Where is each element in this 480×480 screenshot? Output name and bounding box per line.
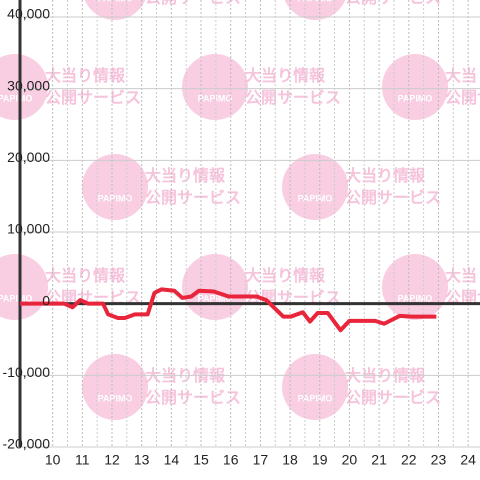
x-tick-label: 16 — [223, 452, 239, 468]
watermark-logo-text: PAPIMO — [198, 293, 233, 303]
watermark-text: 大当り情報 — [345, 166, 426, 185]
line — [20, 287, 437, 333]
watermark-text: 公開サービス — [445, 89, 480, 107]
x-tick-label: 13 — [134, 452, 150, 468]
watermark-text: 大当り情報 — [145, 166, 226, 185]
watermark-text: 公開サービス — [45, 89, 141, 107]
x-tick-label: 24 — [460, 452, 476, 468]
x-tick-label: 17 — [253, 452, 269, 468]
watermark-logo-text: PAPIMO — [298, 393, 333, 403]
watermark-logo — [0, 254, 48, 320]
x-tick-label: 20 — [342, 452, 358, 468]
x-tick-label: 11 — [75, 452, 90, 468]
watermark-text: 公開サービス — [145, 389, 241, 407]
watermark-text: 大当り情報 — [445, 266, 480, 285]
watermark-text: 公開サービス — [145, 0, 241, 7]
y-tick-label: 30,000 — [7, 77, 50, 93]
x-tick-label: 23 — [431, 452, 447, 468]
x-tick-label: 21 — [371, 452, 387, 468]
x-tick-label: 15 — [193, 452, 209, 468]
x-tick-label: 12 — [104, 452, 120, 468]
watermark-logo-text: PAPIMO — [298, 0, 333, 3]
watermark-logo-text: PAPIMO — [398, 293, 433, 303]
watermark-logo-text: PAPIMO — [98, 193, 133, 203]
x-tick-label: 10 — [45, 452, 61, 468]
watermark-logo — [282, 154, 348, 220]
watermark-logo — [84, 0, 146, 20]
y-tick-label: 10,000 — [7, 221, 50, 237]
watermark-text: 大当り情報 — [245, 66, 326, 85]
watermark-logo — [382, 54, 448, 120]
watermark-logo-text: PAPIMO — [198, 93, 233, 103]
watermark-logo — [0, 54, 48, 120]
y-tick-label: -20,000 — [3, 436, 51, 452]
watermark-text: 公開サービス — [345, 0, 441, 7]
y-tick-label: -10,000 — [3, 364, 51, 380]
watermark-text: 公開サービス — [345, 389, 441, 407]
watermark-text: 大当り情報 — [45, 266, 126, 285]
x-tick-label: 18 — [282, 452, 298, 468]
watermark-text: 大当り情報 — [445, 66, 480, 85]
watermark-logo — [82, 354, 148, 420]
y-tick-label: 40,000 — [7, 6, 50, 22]
watermark-text: 公開サービス — [145, 189, 241, 207]
watermark-text: 公開サービス — [245, 89, 341, 107]
x-tick-label: 22 — [401, 452, 417, 468]
watermark-logo-text: PAPIMO — [98, 393, 133, 403]
watermark-logo-text: PAPIMO — [398, 93, 433, 103]
watermark-text: 大当り情報 — [245, 266, 326, 285]
x-tick-label: 19 — [312, 452, 328, 468]
watermark-logo — [282, 354, 348, 420]
watermark-logo — [284, 0, 346, 20]
watermark-logo-text: PAPIMO — [0, 293, 32, 303]
watermark-logo — [182, 54, 248, 120]
watermark-logo-text: PAPIMO — [0, 93, 32, 103]
watermark-logo-text: PAPIMO — [298, 193, 333, 203]
y-tick-label: 0 — [42, 292, 50, 308]
watermark-logo — [382, 254, 448, 320]
x-tick-label: 14 — [164, 452, 180, 468]
watermark-logo — [82, 154, 148, 220]
watermark-logo — [182, 254, 248, 320]
watermark-text: 大当り情報 — [45, 66, 126, 85]
y-tick-label: 20,000 — [7, 149, 50, 165]
watermark-text: 公開サービス — [345, 189, 441, 207]
watermark-logo-text: PAPIMO — [98, 0, 133, 3]
